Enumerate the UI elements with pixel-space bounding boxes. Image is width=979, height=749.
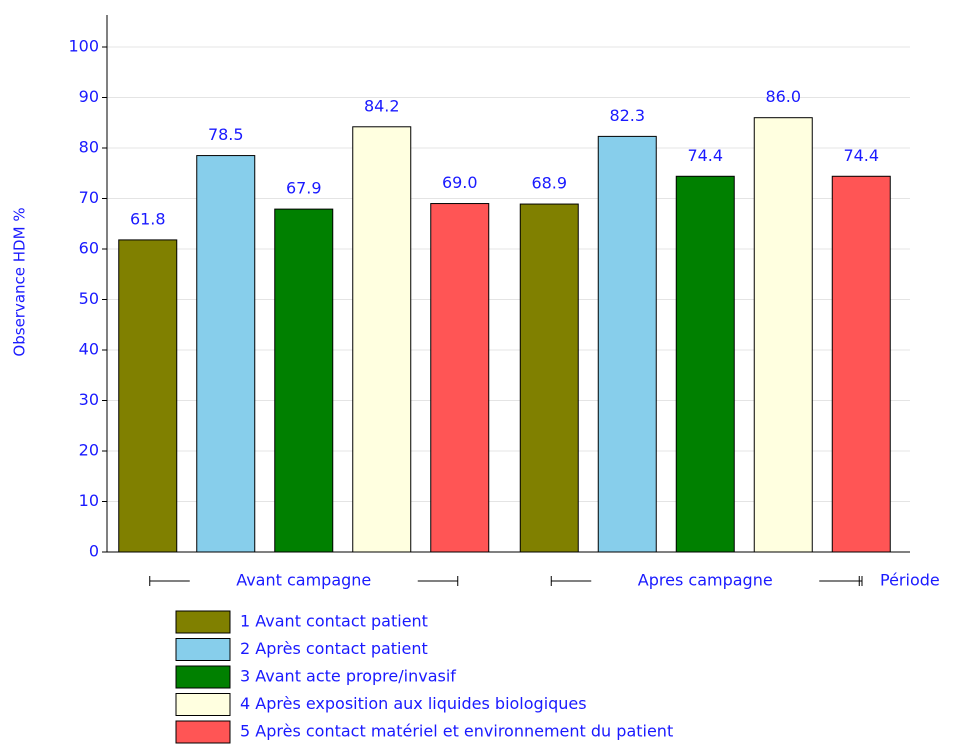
y-tick-label: 20 bbox=[79, 441, 99, 460]
y-tick-label: 30 bbox=[79, 390, 99, 409]
data-label: 69.0 bbox=[442, 173, 478, 192]
y-tick-label: 100 bbox=[68, 37, 99, 56]
data-label: 86.0 bbox=[765, 87, 801, 106]
y-tick-label: 40 bbox=[79, 340, 99, 359]
bar bbox=[118, 239, 178, 553]
y-tick-label: 70 bbox=[79, 188, 99, 207]
y-tick-label: 90 bbox=[79, 87, 99, 106]
bar bbox=[352, 126, 412, 553]
legend-label: 2 Après contact patient bbox=[240, 639, 428, 658]
y-tick-label: 50 bbox=[79, 289, 99, 308]
bar bbox=[196, 155, 256, 553]
legend-label: 5 Après contact matériel et environnemen… bbox=[240, 722, 673, 741]
data-label: 84.2 bbox=[364, 96, 400, 115]
legend-swatch bbox=[175, 610, 231, 634]
x-axis-label: Période bbox=[880, 571, 940, 590]
data-label: 74.4 bbox=[687, 146, 723, 165]
data-label: 78.5 bbox=[208, 125, 244, 144]
bar bbox=[753, 117, 813, 553]
legend-label: 3 Avant acte propre/invasif bbox=[240, 667, 456, 686]
legend-swatch bbox=[175, 720, 231, 744]
bar bbox=[831, 175, 891, 553]
bar bbox=[430, 203, 490, 553]
data-label: 68.9 bbox=[531, 174, 567, 193]
bar bbox=[675, 175, 735, 553]
x-tick-label: Avant campagne bbox=[236, 571, 371, 590]
bar bbox=[597, 135, 657, 553]
legend-swatch bbox=[175, 638, 231, 661]
y-tick-label: 10 bbox=[79, 491, 99, 510]
data-label: 82.3 bbox=[609, 106, 645, 125]
legend-label: 1 Avant contact patient bbox=[240, 612, 428, 631]
y-tick-label: 80 bbox=[79, 138, 99, 157]
data-label: 61.8 bbox=[130, 209, 166, 228]
bar bbox=[274, 208, 334, 553]
y-axis-label: Observance HDM % bbox=[11, 207, 29, 356]
data-label: 67.9 bbox=[286, 179, 322, 198]
bar bbox=[519, 203, 579, 553]
legend-swatch bbox=[175, 665, 231, 689]
legend-swatch bbox=[175, 693, 231, 716]
legend-label: 4 Après exposition aux liquides biologiq… bbox=[240, 694, 587, 713]
data-label: 74.4 bbox=[843, 146, 879, 165]
x-tick-label: Apres campagne bbox=[638, 571, 773, 590]
y-tick-label: 0 bbox=[89, 542, 99, 561]
y-tick-label: 60 bbox=[79, 239, 99, 258]
